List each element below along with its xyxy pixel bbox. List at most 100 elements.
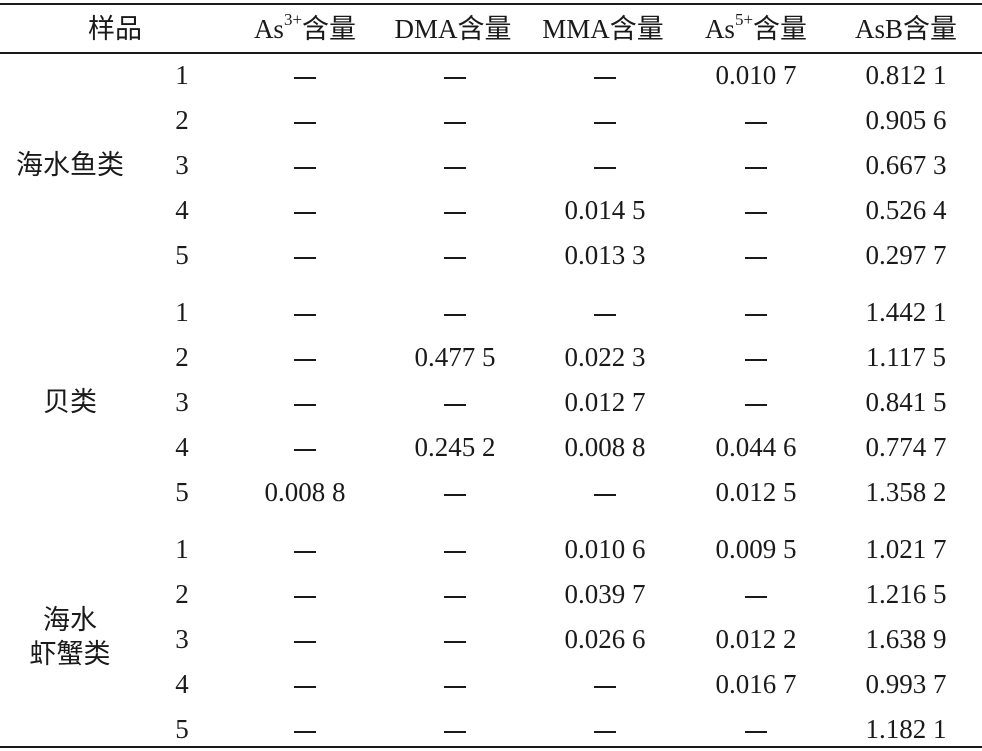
empty-value-dash: [444, 596, 466, 598]
table-cell-asb: 1.638 9: [865, 624, 947, 654]
table-cell-as5: 0.016 7: [715, 669, 797, 699]
table-cell-as3: [235, 622, 375, 656]
empty-value-dash: [444, 314, 466, 316]
table-cell-asb: 1.216 5: [865, 579, 947, 609]
header-sample: 样品: [88, 14, 142, 44]
header-as5-sup: 5+: [734, 10, 754, 29]
table-header-rule: [0, 52, 982, 54]
table-cell-asb: 0.905 6: [865, 105, 947, 135]
table-cell-dma: [385, 385, 525, 419]
table-cell-as3: [235, 148, 375, 182]
table-cell-no: 3: [175, 624, 189, 654]
empty-value-dash: [294, 359, 316, 361]
table-cell-mma: [535, 667, 675, 701]
table-cell-as3: [235, 238, 375, 272]
group-label-line: 海水: [43, 605, 97, 635]
table-cell-no: 1: [175, 297, 189, 327]
header-as3: As3+含量: [235, 8, 375, 50]
empty-value-dash: [444, 77, 466, 79]
table-cell-no: 4: [175, 669, 189, 699]
table-cell-as3: [235, 385, 375, 419]
table-cell-mma: 0.013 3: [564, 240, 646, 270]
table-cell-asb: 0.667 3: [865, 150, 947, 180]
empty-value-dash: [745, 596, 767, 598]
table-cell-no: 4: [175, 432, 189, 462]
table-cell-mma: 0.010 6: [564, 534, 646, 564]
table-cell-asb: 0.841 5: [865, 387, 947, 417]
table-cell-as5: 0.044 6: [715, 432, 797, 462]
header-as5-tail: 含量: [753, 14, 808, 44]
empty-value-dash: [294, 449, 316, 451]
group-label-line: 海水鱼类: [16, 150, 124, 180]
table-cell-mma: 0.012 7: [564, 387, 646, 417]
empty-value-dash: [444, 122, 466, 124]
table-cell-mma: [535, 103, 675, 137]
empty-value-dash: [294, 314, 316, 316]
empty-value-dash: [745, 404, 767, 406]
group-label: 贝类: [0, 385, 140, 419]
table-cell-no: 2: [175, 579, 189, 609]
table-cell-mma: 0.014 5: [564, 195, 646, 225]
empty-value-dash: [294, 641, 316, 643]
empty-value-dash: [444, 641, 466, 643]
header-as5: As5+含量: [686, 8, 826, 50]
table-cell-as5: [686, 712, 826, 746]
table-cell-as5: [686, 577, 826, 611]
table-cell-asb: 0.993 7: [865, 669, 947, 699]
empty-value-dash: [745, 731, 767, 733]
table-cell-as5: [686, 385, 826, 419]
empty-value-dash: [294, 167, 316, 169]
table-cell-no: 1: [175, 60, 189, 90]
table-cell-asb: 0.774 7: [865, 432, 947, 462]
table-cell-dma: [385, 532, 525, 566]
header-as3-sup: 3+: [283, 10, 303, 29]
empty-value-dash: [594, 314, 616, 316]
table-cell-no: 2: [175, 105, 189, 135]
table-cell-asb: 0.526 4: [865, 195, 947, 225]
header-dma: DMA含量: [394, 14, 512, 44]
table-cell-dma: [385, 667, 525, 701]
empty-value-dash: [444, 404, 466, 406]
table-cell-no: 1: [175, 534, 189, 564]
empty-value-dash: [594, 731, 616, 733]
table-cell-asb: 1.358 2: [865, 477, 947, 507]
table-cell-dma: [385, 238, 525, 272]
empty-value-dash: [294, 596, 316, 598]
empty-value-dash: [444, 212, 466, 214]
empty-value-dash: [594, 494, 616, 496]
table-cell-dma: [385, 103, 525, 137]
table-cell-as5: 0.012 5: [715, 477, 797, 507]
table-cell-as5: 0.012 2: [715, 624, 797, 654]
table-cell-dma: [385, 58, 525, 92]
table-cell-as3: [235, 340, 375, 374]
group-label: 海水 虾蟹类: [0, 603, 140, 671]
group-label-line: 贝类: [43, 387, 97, 417]
table-cell-no: 5: [175, 714, 189, 744]
group-label-line: 虾蟹类: [29, 639, 111, 669]
table-cell-no: 5: [175, 477, 189, 507]
empty-value-dash: [444, 731, 466, 733]
table-cell-asb: 0.297 7: [865, 240, 947, 270]
table-cell-asb: 0.812 1: [865, 60, 947, 90]
empty-value-dash: [745, 122, 767, 124]
header-as5-base: As: [704, 14, 735, 44]
empty-value-dash: [745, 212, 767, 214]
empty-value-dash: [745, 257, 767, 259]
empty-value-dash: [294, 686, 316, 688]
table-cell-dma: 0.245 2: [414, 432, 496, 462]
table-cell-as3: [235, 103, 375, 137]
empty-value-dash: [294, 551, 316, 553]
table-cell-mma: [535, 712, 675, 746]
empty-value-dash: [294, 404, 316, 406]
table-cell-asb: 1.021 7: [865, 534, 947, 564]
table-cell-no: 2: [175, 342, 189, 372]
table-top-rule: [0, 3, 982, 5]
empty-value-dash: [594, 167, 616, 169]
table-cell-asb: 1.182 1: [865, 714, 947, 744]
table-cell-as3: [235, 193, 375, 227]
empty-value-dash: [594, 77, 616, 79]
empty-value-dash: [745, 359, 767, 361]
header-asb: AsB含量: [854, 14, 957, 44]
table-cell-no: 5: [175, 240, 189, 270]
empty-value-dash: [294, 122, 316, 124]
